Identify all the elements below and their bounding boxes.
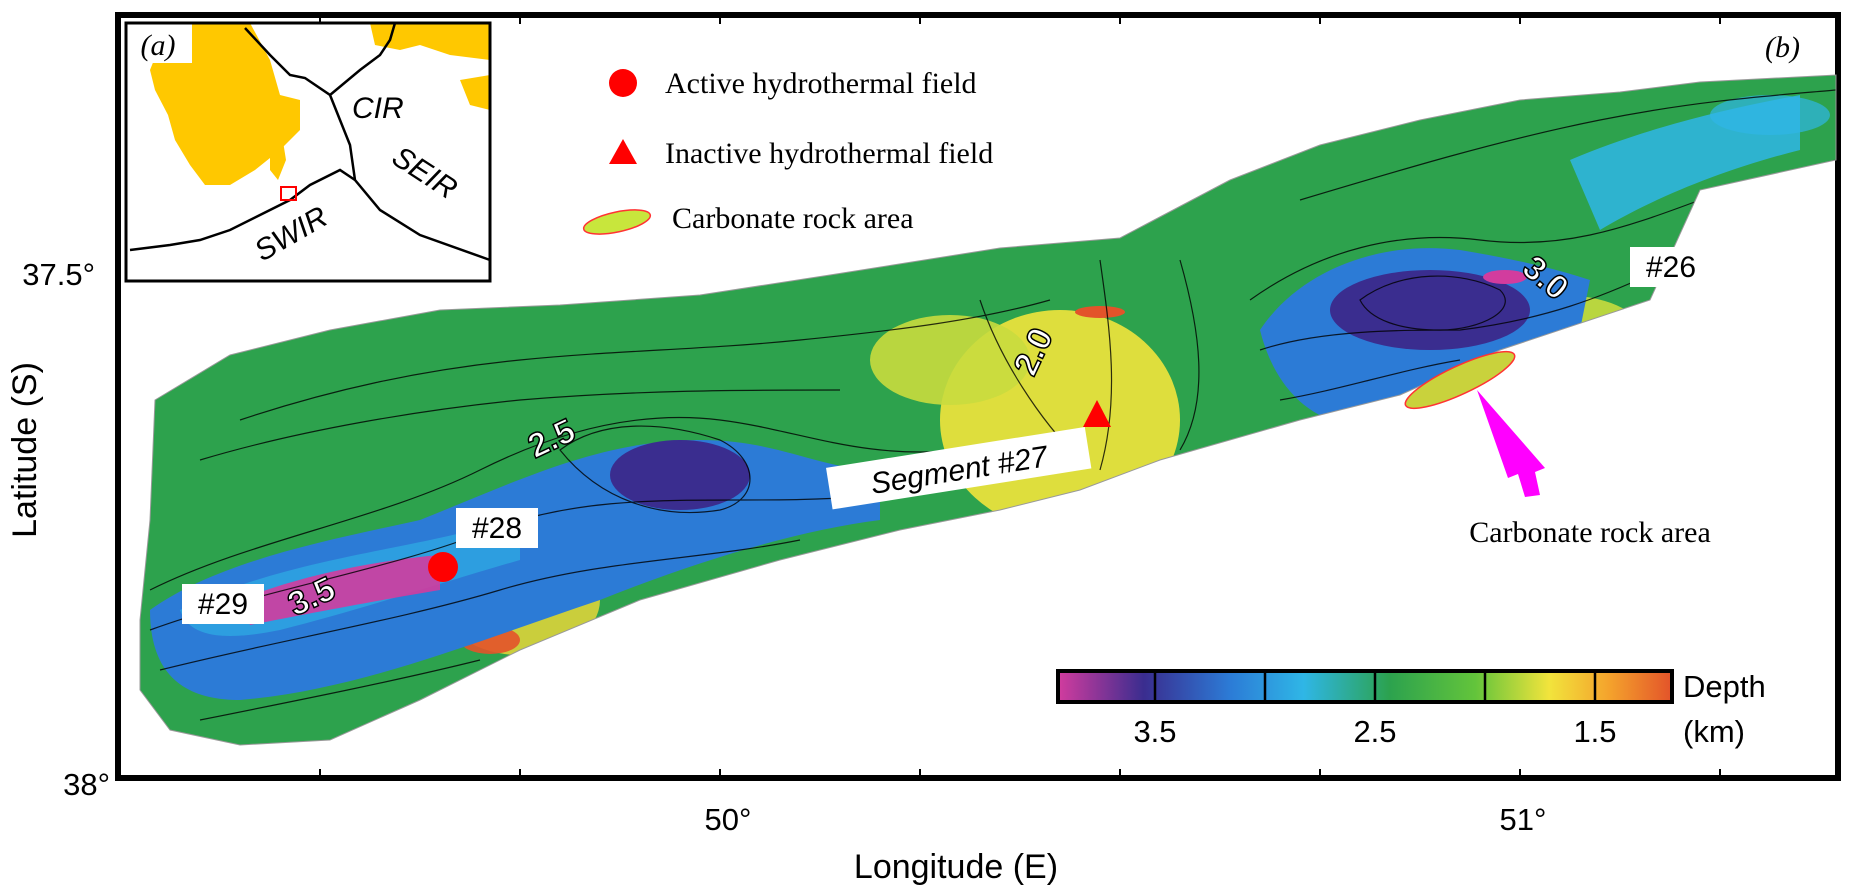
colorbar-dividers	[1153, 671, 1597, 702]
x-tick-51: 51°	[1500, 802, 1547, 837]
y-tick-38: 38°	[63, 767, 110, 802]
colorbar-tick-1-5: 1.5	[1573, 714, 1616, 749]
legend-inactive-label: Inactive hydrothermal field	[665, 137, 993, 170]
inset-label-cir: CIR	[352, 92, 404, 125]
inset-study-area-box	[280, 186, 297, 201]
colorbar-tick-2-5: 2.5	[1353, 714, 1396, 749]
y-tick-37-5: 37.5°	[22, 257, 95, 292]
x-tick-50: 50°	[705, 802, 752, 837]
active-hydrothermal-field-marker	[428, 552, 458, 582]
panel-label-a: (a)	[141, 29, 176, 62]
carbonate-rock-area-marker	[1404, 350, 1516, 410]
inset-landmass	[460, 75, 490, 110]
legend-carbonate-label: Carbonate rock area	[672, 202, 914, 235]
segment-label-26: #26	[1646, 251, 1696, 284]
depth-colorbar: 3.5 2.5 1.5 Depth (km)	[1056, 669, 1766, 749]
inset-map: CIR SEIR SWIR (a)	[124, 21, 492, 283]
axes: 37.5° 38° 50° 51° Longitude (E) Latitude…	[6, 257, 1546, 886]
segment-label-29: #29	[198, 588, 248, 621]
legend-carbonate-symbol	[582, 209, 652, 235]
carbonate-arrow	[1477, 390, 1545, 497]
panel-label-b: (b)	[1765, 31, 1800, 64]
legend: Active hydrothermal field Inactive hydro…	[582, 67, 993, 235]
legend-inactive-symbol	[609, 139, 637, 164]
segment-label-28: #28	[472, 512, 522, 545]
inset-asia	[370, 23, 490, 60]
inactive-hydrothermal-field-marker	[1083, 400, 1111, 427]
legend-active-label: Active hydrothermal field	[665, 67, 977, 100]
inset-ridges	[129, 22, 491, 262]
legend-active-symbol	[609, 69, 637, 97]
inset-madagascar	[270, 135, 286, 180]
colorbar-tick-3-5: 3.5	[1133, 714, 1176, 749]
swath-outline	[139, 74, 1837, 746]
colorbar-unit: (km)	[1683, 714, 1745, 749]
y-axis-label: Latitude (S)	[6, 362, 44, 538]
x-axis-label: Longitude (E)	[854, 848, 1058, 886]
colorbar-title: Depth	[1683, 669, 1766, 704]
inset-africa	[150, 23, 300, 185]
carbonate-rock-annotation: Carbonate rock area	[1469, 516, 1711, 549]
